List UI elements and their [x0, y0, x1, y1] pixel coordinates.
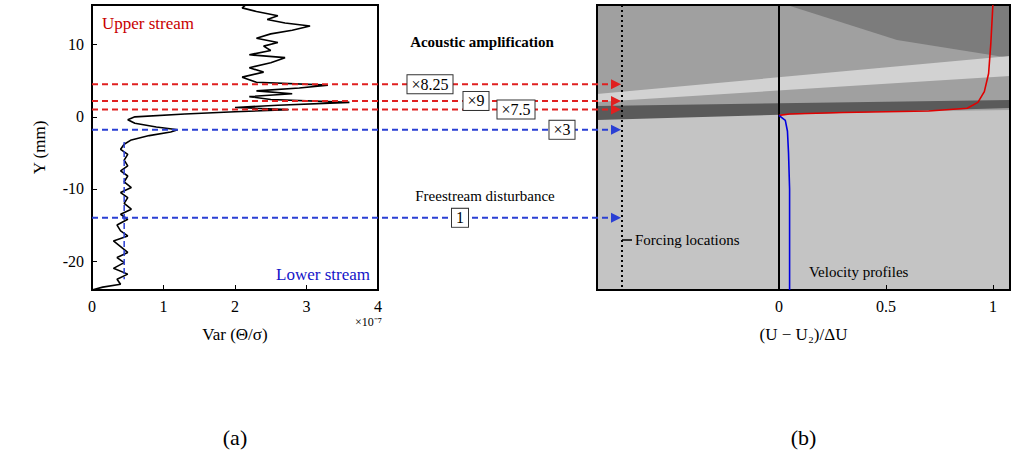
svg-text:Acoustic amplification: Acoustic amplification: [410, 34, 554, 50]
svg-text:0: 0: [775, 298, 783, 315]
svg-text:Upper stream: Upper stream: [102, 14, 194, 33]
svg-text:×10⁻⁷: ×10⁻⁷: [355, 315, 382, 329]
svg-text:×7.5: ×7.5: [501, 101, 530, 118]
svg-text:×3: ×3: [553, 121, 570, 138]
svg-text:-20: -20: [63, 253, 84, 270]
svg-text:1: 1: [456, 209, 464, 226]
svg-text:(b): (b): [791, 425, 817, 450]
svg-text:-10: -10: [63, 180, 84, 197]
svg-text:Lower stream: Lower stream: [276, 265, 370, 284]
svg-text:(a): (a): [223, 425, 247, 450]
svg-text:Freestream disturbance: Freestream disturbance: [415, 188, 555, 204]
svg-text:Y (mm): Y (mm): [30, 121, 49, 175]
svg-text:×8.25: ×8.25: [411, 76, 448, 93]
svg-text:Var (Θ/σ): Var (Θ/σ): [202, 325, 267, 344]
svg-text:Forcing locations: Forcing locations: [635, 232, 740, 248]
svg-text:4: 4: [374, 298, 382, 315]
svg-text:0: 0: [88, 298, 96, 315]
svg-text:0.5: 0.5: [876, 298, 896, 315]
svg-text:1: 1: [160, 298, 168, 315]
svg-text:2: 2: [231, 298, 239, 315]
svg-text:Velocity profiles: Velocity profiles: [809, 264, 909, 280]
svg-text:×9: ×9: [467, 92, 484, 109]
svg-text:(U − U₂)/ΔU: (U − U₂)/ΔU: [760, 325, 848, 344]
svg-text:3: 3: [303, 298, 311, 315]
svg-text:0: 0: [76, 108, 84, 125]
svg-text:1: 1: [989, 298, 997, 315]
svg-text:10: 10: [68, 36, 84, 53]
